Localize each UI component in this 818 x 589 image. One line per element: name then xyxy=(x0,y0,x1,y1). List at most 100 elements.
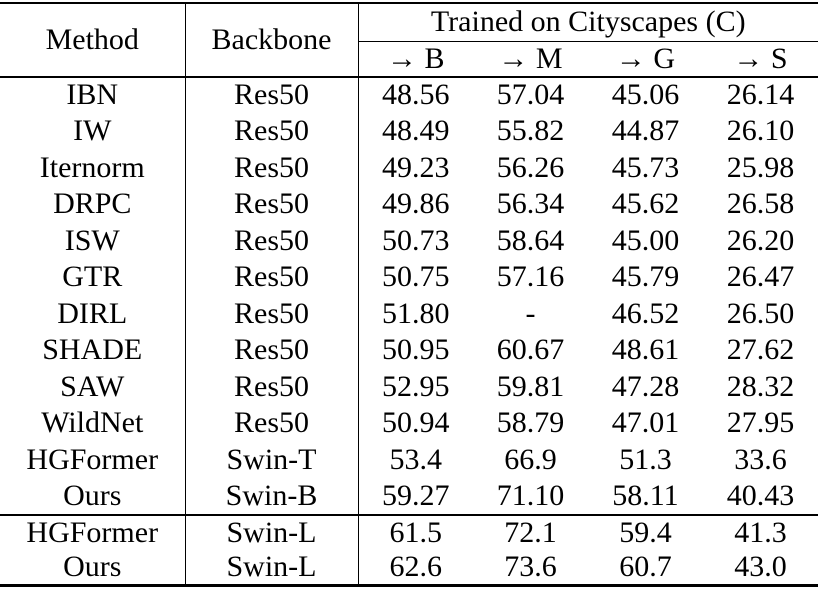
method-cell: SAW xyxy=(0,368,186,405)
score-cell: 49.86 xyxy=(382,187,450,221)
score-cell: 45.00 xyxy=(611,223,680,257)
method-cell: DIRL xyxy=(0,295,186,332)
backbone-cell: Res50 xyxy=(185,149,359,186)
score-cell: 40.43 xyxy=(726,478,795,512)
backbone-cell: Res50 xyxy=(185,222,359,259)
score-cell: 26.14 xyxy=(726,78,795,112)
column-header-backbone: Backbone xyxy=(185,3,359,78)
score-cell: 52.95 xyxy=(382,369,450,403)
score-cell: 26.10 xyxy=(726,114,795,148)
table-row: ISW Res50 50.73 58.64 45.00 26.20 xyxy=(0,222,818,259)
score-cell: 61.5 xyxy=(358,513,473,550)
table-row: SAW Res50 52.95 59.81 47.28 28.32 xyxy=(0,368,818,405)
backbone-cell: Swin-B xyxy=(185,478,359,515)
table-row: GTR Res50 50.75 57.16 45.79 26.47 xyxy=(0,259,818,296)
score-cell: 59.81 xyxy=(496,369,565,403)
backbone-cell: Res50 xyxy=(185,76,359,113)
table-row: IBN Res50 48.56 57.04 45.06 26.14 xyxy=(0,76,818,113)
score-cell: 59.27 xyxy=(382,478,450,512)
score-cell: 56.34 xyxy=(496,187,565,221)
score-cell: 71.10 xyxy=(496,478,565,512)
score-cell: 53.4 xyxy=(389,442,443,476)
score-cell: 57.16 xyxy=(496,260,565,294)
score-cell: 60.7 xyxy=(619,549,672,583)
method-cell: IBN xyxy=(0,76,186,113)
score-cell: 58.79 xyxy=(496,406,565,440)
score-cell: 27.95 xyxy=(726,406,795,440)
score-cell: 28.32 xyxy=(726,369,795,403)
score-cell: 50.95 xyxy=(382,333,450,367)
score-cell: 46.52 xyxy=(611,296,680,330)
table-row: HGFormer Swin-T 53.4 66.9 51.3 33.6 xyxy=(0,441,818,478)
table-row: IW Res50 48.49 55.82 44.87 26.10 xyxy=(0,113,818,150)
backbone-cell: Res50 xyxy=(185,295,359,332)
score-cell: 27.62 xyxy=(726,333,795,367)
backbone-cell: Res50 xyxy=(185,113,359,150)
backbone-cell: Swin-L xyxy=(185,549,359,585)
backbone-cell: Res50 xyxy=(185,259,359,296)
score-cell: 48.49 xyxy=(382,114,450,148)
method-cell: ISW xyxy=(0,222,186,259)
score-cell: 48.61 xyxy=(611,333,680,367)
table-row: SHADE Res50 50.95 60.67 48.61 27.62 xyxy=(0,332,818,369)
score-cell: 26.47 xyxy=(726,260,795,294)
backbone-cell: Res50 xyxy=(185,186,359,223)
score-cell: 48.56 xyxy=(382,78,450,112)
method-cell: Ours xyxy=(0,549,186,585)
score-cell: 33.6 xyxy=(734,442,787,476)
table-row-ours: Ours Swin-L 62.6 73.6 60.7 43.0 xyxy=(0,549,818,585)
header-row-group: Method Backbone Trained on Cityscapes (C… xyxy=(0,3,818,78)
score-cell: 45.62 xyxy=(611,187,680,221)
column-header-to-s: → S xyxy=(703,41,818,78)
score-cell: 51.80 xyxy=(382,296,450,330)
score-cell: 41.3 xyxy=(703,513,818,550)
score-cell: 59.4 xyxy=(588,513,703,550)
score-cell: 66.9 xyxy=(504,442,557,476)
score-cell: 51.3 xyxy=(619,442,672,476)
score-cell: 47.01 xyxy=(611,406,680,440)
score-cell: 62.6 xyxy=(389,549,443,583)
score-cell: 58.64 xyxy=(496,223,565,257)
score-cell: 45.79 xyxy=(611,260,680,294)
table-row: WildNet Res50 50.94 58.79 47.01 27.95 xyxy=(0,405,818,442)
method-cell: HGFormer xyxy=(0,513,186,550)
column-header-to-b: → B xyxy=(358,41,473,78)
score-cell: 60.67 xyxy=(496,333,565,367)
score-cell: 45.73 xyxy=(611,150,680,184)
score-cell: 50.73 xyxy=(382,223,450,257)
table-row: Iternorm Res50 49.23 56.26 45.73 25.98 xyxy=(0,149,818,186)
score-cell: 26.58 xyxy=(726,187,795,221)
method-cell: Iternorm xyxy=(0,149,186,186)
score-cell: 44.87 xyxy=(611,114,680,148)
backbone-cell: Res50 xyxy=(185,368,359,405)
method-cell: DRPC xyxy=(0,186,186,223)
score-cell: 47.28 xyxy=(611,369,680,403)
header-row-targets: → B → M → G → S xyxy=(0,41,818,78)
column-header-method: Method xyxy=(0,3,186,78)
table-row: HGFormer Swin-L 61.5 72.1 59.4 41.3 xyxy=(0,513,818,550)
score-cell: 45.06 xyxy=(611,78,680,112)
column-group-header-trained-on-cityscapes: Trained on Cityscapes (C) xyxy=(358,3,818,42)
score-cell: 26.50 xyxy=(726,296,795,330)
score-cell: 25.98 xyxy=(726,150,795,184)
table-row: DIRL Res50 51.80 - 46.52 26.50 xyxy=(0,295,818,332)
method-cell: Ours xyxy=(0,478,186,515)
backbone-cell: Swin-L xyxy=(185,513,359,550)
score-cell: 26.20 xyxy=(726,223,795,257)
score-cell: 55.82 xyxy=(496,114,565,148)
score-cell: 43.0 xyxy=(734,549,787,583)
method-cell: SHADE xyxy=(0,332,186,369)
table-row: DRPC Res50 49.86 56.34 45.62 26.58 xyxy=(0,186,818,223)
table-row-ours: Ours Swin-B 59.27 71.10 58.11 40.43 xyxy=(0,478,818,515)
score-cell: 58.11 xyxy=(612,478,679,512)
score-cell: 73.6 xyxy=(504,549,557,583)
score-cell: 50.75 xyxy=(382,260,450,294)
method-cell: WildNet xyxy=(0,405,186,442)
score-cell: 50.94 xyxy=(382,406,450,440)
column-header-to-m: → M xyxy=(473,41,588,78)
table-header: Method Backbone Trained on Cityscapes (C… xyxy=(0,3,818,78)
table-body: IBN Res50 48.56 57.04 45.06 26.14 IW Res… xyxy=(0,76,818,585)
score-cell: 56.26 xyxy=(496,150,565,184)
